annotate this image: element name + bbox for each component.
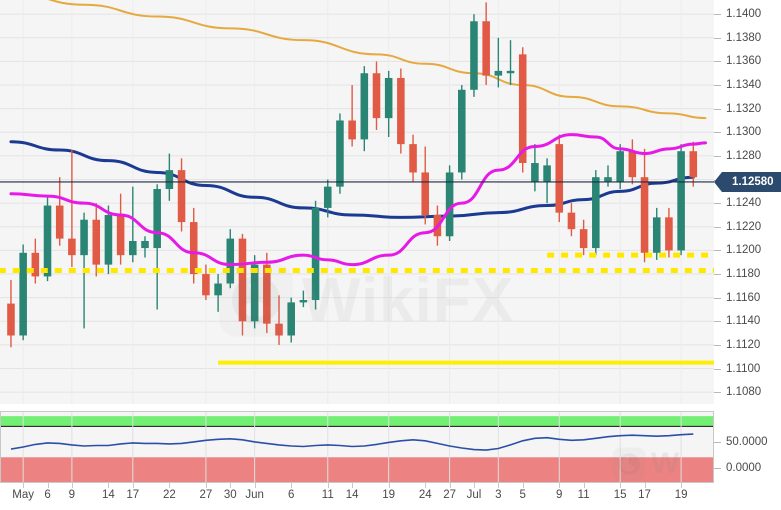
date-axis-label: May (12, 489, 35, 501)
date-axis-label: 27 (443, 489, 456, 501)
indicator-axis-tick (714, 467, 721, 469)
price-chart-panel[interactable]: WikiFX (0, 0, 714, 404)
price-axis-tick (714, 85, 721, 87)
price-axis-tick (714, 132, 721, 134)
price-axis-tick (714, 392, 721, 394)
price-axis-label: 1.1320 (726, 102, 762, 115)
date-axis-label: 17 (638, 489, 651, 501)
price-axis-label: 1.1080 (726, 386, 762, 399)
price-axis-label: 1.1340 (726, 79, 762, 92)
date-axis-label: 5 (519, 489, 526, 501)
date-axis-tick (132, 483, 134, 488)
date-axis-tick (583, 483, 585, 488)
price-axis-tick (714, 155, 721, 157)
date-axis-tick (205, 483, 207, 488)
date-axis-label: 30 (223, 489, 237, 501)
price-axis-label: 1.1200 (726, 244, 762, 257)
date-axis-tick (327, 483, 329, 488)
indicator-panel[interactable]: W (0, 411, 714, 483)
date-axis-tick (498, 483, 500, 488)
price-axis-label: 1.1400 (726, 8, 762, 21)
price-axis-tick (714, 321, 721, 323)
price-axis-label: 1.1180 (726, 268, 761, 281)
date-axis-tick (230, 483, 232, 488)
price-axis-label: 1.1120 (726, 338, 761, 351)
price-axis-tick (714, 108, 721, 110)
price-axis-label: 1.1380 (726, 31, 762, 44)
price-axis-label: 1.1240 (726, 197, 762, 210)
date-axis[interactable]: May 6 9 14 17 22 27 30 Jun 6 11 14 19 24 27 Jul 3 5 9 11 15 1… (0, 483, 781, 510)
price-axis-tick (714, 274, 721, 276)
price-axis-label: 1.1360 (726, 55, 762, 68)
price-axis-tick (714, 14, 721, 16)
date-axis-label: 22 (162, 489, 176, 501)
indicator-axis-label: 50.0000 (726, 435, 768, 448)
date-axis-tick (620, 483, 622, 488)
price-chart-svg[interactable] (0, 0, 714, 404)
date-axis-label: 11 (577, 489, 590, 501)
date-axis-label: 15 (613, 489, 627, 501)
price-axis-label: 1.1160 (726, 291, 761, 304)
date-axis-label: 19 (382, 489, 396, 501)
price-axis-tick (714, 37, 721, 39)
price-axis-tick (714, 250, 721, 252)
price-axis[interactable]: 1.1400 1.1380 1.1360 1.1340 1.1320 1.1300 1.12… (714, 0, 781, 483)
date-axis-label: 6 (44, 489, 51, 501)
indicator-axis-label: 0.0000 (726, 461, 762, 474)
date-axis-tick (449, 483, 451, 488)
price-axis-label: 1.1280 (726, 149, 762, 162)
price-axis-label: 1.1100 (726, 362, 761, 375)
date-axis-label: 27 (199, 489, 213, 501)
indicator-svg[interactable] (0, 411, 714, 483)
price-axis-tick (714, 297, 721, 299)
date-axis-label: Jul (466, 489, 482, 501)
date-axis-label: 14 (102, 489, 115, 501)
price-axis-tick (714, 203, 721, 205)
date-axis-label: 6 (288, 489, 295, 501)
date-axis-tick (254, 483, 256, 488)
date-axis-label: 19 (674, 489, 688, 501)
date-axis-tick (425, 483, 427, 488)
date-axis-label: 3 (495, 489, 502, 501)
price-axis-label: 1.1220 (726, 220, 762, 233)
date-axis-label: 9 (556, 489, 563, 501)
date-axis-tick (352, 483, 354, 488)
price-axis-tick (714, 61, 721, 63)
indicator-axis-tick (714, 441, 721, 443)
date-axis-tick (559, 483, 561, 488)
price-axis-label: 1.1300 (726, 126, 762, 139)
price-axis-label: 1.1140 (726, 315, 761, 328)
price-axis-tick (714, 368, 721, 370)
date-axis-tick (473, 483, 475, 488)
date-axis-label: 9 (68, 489, 76, 501)
date-axis-tick (47, 483, 49, 488)
date-axis-tick (291, 483, 293, 488)
date-axis-tick (169, 483, 171, 488)
date-axis-label: 17 (126, 489, 140, 501)
date-axis-label: 14 (345, 489, 359, 501)
date-axis-label: 24 (418, 489, 432, 501)
date-axis-tick (71, 483, 73, 488)
date-axis-tick (681, 483, 683, 488)
price-axis-tick (714, 226, 721, 228)
date-axis-tick (388, 483, 390, 488)
date-axis-label: 11 (321, 489, 334, 501)
date-axis-tick (108, 483, 110, 488)
date-axis-label: Jun (245, 489, 264, 501)
current-price-badge[interactable]: 1.12580 (714, 171, 781, 192)
date-axis-tick (644, 483, 646, 488)
date-axis-tick (23, 483, 25, 488)
price-axis-tick (714, 344, 721, 346)
date-axis-tick (522, 483, 524, 488)
